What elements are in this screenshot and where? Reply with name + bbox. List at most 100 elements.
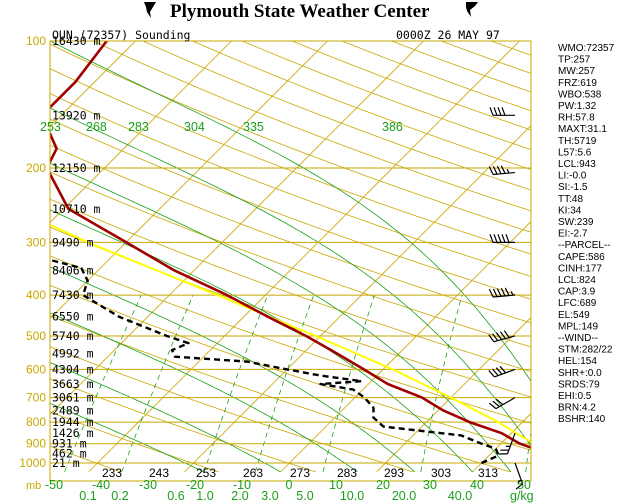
index-value: BSHR:140 bbox=[558, 414, 606, 425]
dry-adiabat-line bbox=[50, 378, 317, 473]
index-value: PW:1.32 bbox=[558, 101, 597, 112]
mixing-ratio-label: 40.0 bbox=[448, 489, 472, 503]
wind-barb-flag bbox=[492, 288, 498, 297]
index-value: --WIND-- bbox=[558, 333, 598, 344]
mixing-ratio-label: 10.0 bbox=[340, 489, 364, 503]
wind-barb-flag bbox=[492, 400, 500, 408]
station-label: OUN (72357) Sounding bbox=[52, 28, 190, 42]
temperature-line bbox=[50, 41, 531, 449]
dry-adiabat-line bbox=[50, 68, 531, 255]
theta-e-label: 335 bbox=[243, 120, 264, 134]
isotherm-line bbox=[50, 41, 425, 416]
wind-barb-flag bbox=[488, 370, 495, 378]
wind-barb-flag bbox=[504, 287, 510, 296]
height-label: 16430 m bbox=[52, 34, 101, 48]
index-value: MPL:149 bbox=[558, 321, 598, 332]
mixing-ratio-label: 0.1 bbox=[79, 489, 96, 503]
parcel-trace-line bbox=[50, 223, 531, 443]
wind-barb-flag bbox=[496, 288, 502, 297]
theta-label: 313 bbox=[478, 466, 498, 480]
wind-barb-flag bbox=[488, 334, 495, 343]
index-value: EHI:0.5 bbox=[558, 391, 592, 402]
isotherm-line bbox=[50, 41, 137, 128]
height-label: 3663 m bbox=[52, 377, 94, 391]
wind-barb-flag bbox=[495, 367, 503, 375]
dry-adiabat-line bbox=[50, 171, 531, 348]
theta-label: 253 bbox=[196, 466, 216, 480]
index-value: STM:282/22 bbox=[558, 345, 613, 356]
height-label: 7430 m bbox=[52, 288, 94, 302]
indices-panel: WMO:72357TP:257MW:257FRZ:619WBO:538PW:1.… bbox=[558, 43, 615, 425]
index-value: BRN:4.2 bbox=[558, 403, 596, 414]
index-value: LI:-0.0 bbox=[558, 171, 587, 182]
dry-adiabat-line bbox=[50, 144, 531, 324]
index-value: LFC:689 bbox=[558, 298, 597, 309]
index-value: KI:34 bbox=[558, 205, 582, 216]
mixing-ratio-line bbox=[203, 294, 268, 473]
wind-barb-flag bbox=[492, 166, 498, 175]
theta-e-label: 253 bbox=[40, 120, 61, 134]
temperature-tick-label: 20 bbox=[376, 478, 390, 492]
wind-barb bbox=[514, 462, 524, 490]
index-value: TP:257 bbox=[558, 55, 591, 66]
theta-label: 233 bbox=[102, 466, 122, 480]
mixing-ratio-line bbox=[525, 429, 531, 472]
wind-barb-flag bbox=[493, 107, 498, 116]
height-label: 1426 m bbox=[52, 426, 94, 440]
temperature-tick-label: -20 bbox=[186, 478, 204, 492]
wind-barb-flag bbox=[505, 234, 510, 243]
pressure-tick-label: 800 bbox=[26, 415, 46, 429]
height-label: 12150 m bbox=[52, 161, 101, 175]
index-value: HEL:154 bbox=[558, 356, 597, 367]
mixing-ratio-label: 0.6 bbox=[167, 489, 184, 503]
pressure-unit-label: mb bbox=[26, 480, 41, 492]
dry-adiabat-line bbox=[50, 43, 531, 233]
index-value: EL:549 bbox=[558, 310, 590, 321]
wind-barb-flag bbox=[499, 365, 507, 374]
index-value: RH:57.8 bbox=[558, 113, 595, 124]
wind-barbs bbox=[488, 107, 524, 490]
isotherm-line bbox=[50, 41, 233, 224]
index-value: WMO:72357 bbox=[558, 43, 615, 54]
dewpoint-line bbox=[50, 258, 500, 465]
height-label: 4304 m bbox=[52, 362, 94, 376]
wind-barb-flag bbox=[488, 289, 494, 298]
wind-barb bbox=[488, 287, 516, 298]
mixing-ratio-line bbox=[322, 294, 375, 472]
index-value: SW:239 bbox=[558, 217, 594, 228]
plot-area bbox=[0, 32, 531, 473]
wind-barb-half-flag bbox=[517, 479, 522, 484]
index-value: MW:257 bbox=[558, 66, 595, 77]
index-value: MAXT:31.1 bbox=[558, 124, 607, 135]
index-value: --PARCEL-- bbox=[558, 240, 611, 251]
mixing-ratio-unit-label: g/kg bbox=[510, 489, 534, 503]
wind-barb-flag bbox=[501, 234, 506, 243]
wind-barb-half-flag bbox=[506, 168, 510, 174]
wind-barb-flag bbox=[489, 234, 494, 243]
height-label: 6550 m bbox=[52, 310, 94, 324]
index-value: EI:-2.7 bbox=[558, 229, 588, 240]
pressure-tick-label: 300 bbox=[26, 235, 46, 249]
index-value: SHR+:0.0 bbox=[558, 368, 602, 379]
dry-adiabat-line bbox=[50, 198, 531, 373]
pressure-tick-label: 200 bbox=[26, 161, 46, 175]
theta-label: 263 bbox=[243, 466, 263, 480]
theta-label: 293 bbox=[384, 466, 404, 480]
temperature-tick-label: -40 bbox=[92, 478, 110, 492]
wind-barb-flag bbox=[488, 402, 497, 410]
theta-e-label: 386 bbox=[382, 120, 403, 134]
wind-barb-flag bbox=[492, 333, 499, 341]
isotherm-line bbox=[50, 41, 329, 320]
temperature-tick-label: 50 bbox=[517, 478, 531, 492]
dry-adiabat-line bbox=[50, 315, 511, 473]
index-value: LCL:943 bbox=[558, 159, 596, 170]
wind-barb bbox=[498, 433, 516, 455]
moist-adiabat-line bbox=[50, 266, 416, 473]
wind-barb bbox=[488, 365, 516, 378]
mixing-ratio-line bbox=[64, 294, 142, 473]
wind-barb-flag bbox=[501, 107, 506, 116]
isotherm-line bbox=[0, 32, 49, 472]
plot-border bbox=[49, 40, 532, 482]
